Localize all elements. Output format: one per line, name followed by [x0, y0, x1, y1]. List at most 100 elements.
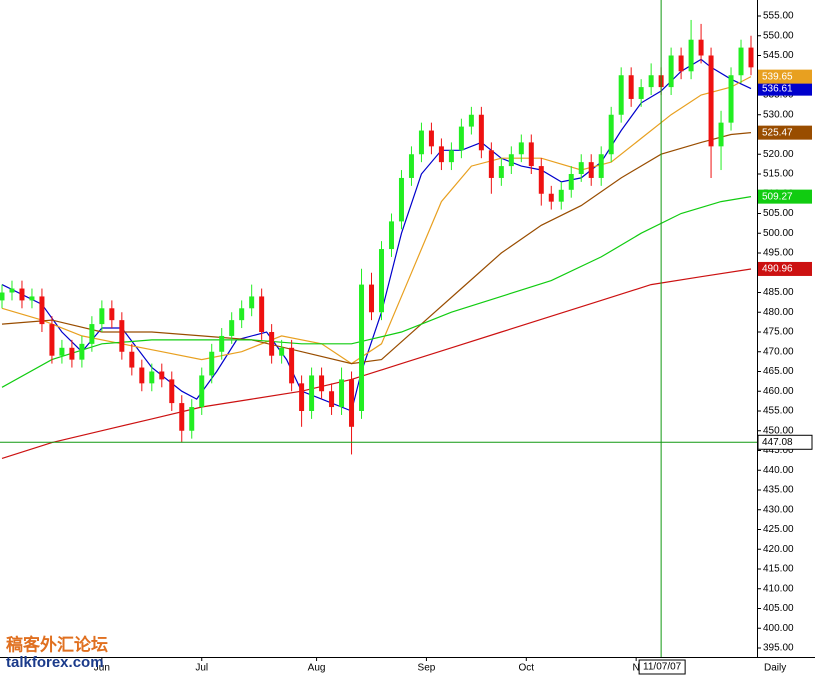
x-tick-label: Sep: [418, 663, 436, 674]
candle-body: [508, 154, 514, 167]
candle-body: [578, 162, 584, 174]
candle-body: [678, 55, 684, 72]
last-value-box: [758, 81, 812, 96]
candle-body: [339, 379, 345, 408]
y-tick-label: 530.00: [763, 109, 794, 120]
candle-body: [498, 166, 504, 178]
y-tick-label: 450.00: [763, 425, 794, 436]
candle-body: [349, 379, 355, 427]
y-tick-label: 475.00: [763, 327, 794, 338]
candle-body: [0, 292, 5, 301]
candle-body: [518, 142, 524, 155]
candle-body: [269, 331, 275, 356]
y-tick-label: 455.00: [763, 406, 794, 417]
candle-body: [608, 114, 614, 155]
candle-body: [329, 391, 335, 408]
candle-body: [129, 351, 135, 368]
candle-body: [648, 75, 654, 88]
y-tick-label: 515.00: [763, 169, 794, 180]
last-value-box: [758, 189, 812, 204]
candle-body: [59, 347, 65, 356]
candle-body: [49, 324, 55, 356]
candle-body: [528, 142, 534, 167]
candle-body: [199, 375, 205, 408]
candle-body: [219, 335, 225, 352]
candle-body: [119, 320, 125, 352]
candle-body: [748, 47, 754, 68]
x-tick-label: Oct: [519, 663, 535, 674]
y-tick-label: 425.00: [763, 524, 794, 535]
candle-body: [109, 308, 115, 321]
candle-body: [149, 371, 155, 384]
y-tick-label: 405.00: [763, 603, 794, 614]
y-tick-label: 420.00: [763, 544, 794, 555]
candle-body: [159, 371, 165, 380]
candle-body: [189, 407, 195, 431]
candle-body: [468, 114, 474, 127]
crosshair-x-label: 11/07/07: [643, 662, 682, 673]
y-tick-label: 550.00: [763, 30, 794, 41]
candle-body: [249, 296, 255, 309]
moving-average: [1, 196, 752, 388]
candle-body: [169, 379, 175, 404]
candle-body: [698, 39, 704, 56]
candle-body: [488, 150, 494, 178]
y-tick-label: 465.00: [763, 366, 794, 377]
y-tick-label: 460.00: [763, 386, 794, 397]
y-tick-label: 555.00: [763, 11, 794, 22]
candle-body: [688, 39, 694, 72]
candle-body: [229, 320, 235, 336]
y-tick-label: 505.00: [763, 208, 794, 219]
crosshair-y-box: [757, 434, 813, 450]
candle-body: [289, 347, 295, 384]
candle-body: [369, 284, 375, 313]
candle-body: [299, 383, 305, 411]
candle-body: [309, 375, 315, 411]
candle-body: [408, 154, 414, 178]
candle-body: [668, 55, 674, 88]
candle-body: [548, 193, 554, 202]
y-tick-label: 440.00: [763, 465, 794, 476]
watermark-cn: 稿客外汇论坛: [6, 634, 108, 654]
candle-body: [638, 87, 644, 99]
last-value-label: 490.96: [762, 264, 793, 275]
x-tick-label: N: [633, 663, 640, 674]
candle-body: [9, 288, 15, 293]
candle-body: [418, 130, 424, 155]
last-value-box: [758, 125, 812, 140]
candle-body: [39, 296, 45, 325]
candle-body: [628, 75, 634, 99]
candle-body: [588, 162, 594, 178]
candle-body: [708, 55, 714, 147]
candle-body: [388, 221, 394, 250]
moving-average: [1, 268, 752, 459]
candle-body: [319, 375, 325, 392]
crosshair-x-box: [638, 659, 686, 675]
moving-average: [1, 76, 752, 365]
y-tick-label: 435.00: [763, 485, 794, 496]
candle-body: [738, 47, 744, 76]
candle-body: [428, 130, 434, 147]
candle-body: [259, 296, 265, 332]
candle-body: [19, 288, 25, 301]
y-tick-label: 485.00: [763, 287, 794, 298]
last-value-box: [758, 69, 812, 84]
candle-body: [139, 367, 145, 384]
y-tick-label: 520.00: [763, 149, 794, 160]
candle-body: [398, 177, 404, 222]
y-tick-label: 480.00: [763, 307, 794, 318]
crosshair-y-label: 447.08: [762, 437, 793, 448]
y-tick-label: 445.00: [763, 445, 794, 456]
y-tick-label: 430.00: [763, 504, 794, 515]
candle-body: [89, 324, 95, 344]
candle-body: [179, 403, 185, 431]
candle-body: [728, 75, 734, 123]
candle-body: [458, 126, 464, 151]
candle-body: [558, 189, 564, 202]
candle-body: [568, 173, 574, 190]
candle-body: [359, 284, 365, 411]
last-value-label: 539.65: [762, 71, 793, 82]
